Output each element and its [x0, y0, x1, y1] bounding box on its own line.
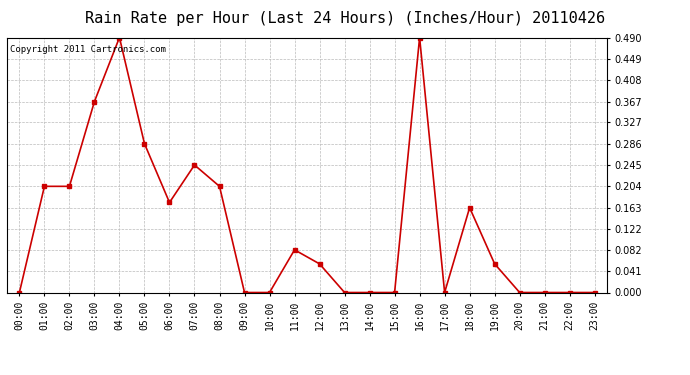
Text: Rain Rate per Hour (Last 24 Hours) (Inches/Hour) 20110426: Rain Rate per Hour (Last 24 Hours) (Inch…	[85, 11, 605, 26]
Text: Copyright 2011 Cartronics.com: Copyright 2011 Cartronics.com	[10, 45, 166, 54]
